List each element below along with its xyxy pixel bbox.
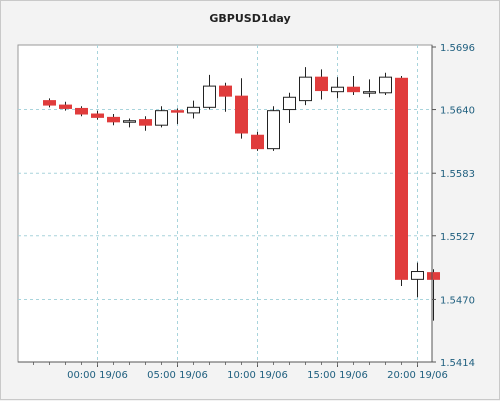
- candle-body: [299, 76, 312, 102]
- bearish-candle: [75, 106, 88, 117]
- y-tick-label: 1.5527: [440, 232, 475, 243]
- bullish-candle: [203, 74, 216, 110]
- candle-body: [139, 119, 152, 126]
- candle-body: [395, 77, 408, 280]
- candle-body: [187, 106, 200, 114]
- bearish-candle: [347, 76, 360, 96]
- candle-body: [203, 85, 216, 108]
- candle-body: [251, 134, 264, 150]
- x-tick-label: 05:00 19/06: [147, 370, 208, 381]
- candle-body: [363, 91, 376, 94]
- candles: [43, 67, 440, 321]
- candle-body: [331, 86, 344, 93]
- bullish-candle: [123, 118, 136, 128]
- bullish-candle: [331, 77, 344, 99]
- bearish-candle: [251, 131, 264, 151]
- bearish-candle: [107, 114, 120, 126]
- y-tick-label: 1.5640: [440, 106, 475, 117]
- x-tick-label: 15:00 19/06: [307, 370, 368, 381]
- bullish-candle: [155, 106, 168, 128]
- y-tick-labels: 1.5696 1.5640 1.5583 1.5527 1.5470 1.5414: [440, 43, 475, 369]
- bullish-candle: [267, 106, 280, 151]
- candle-body: [315, 76, 328, 92]
- x-tick-label: 00:00 19/06: [67, 370, 128, 381]
- bearish-candle: [59, 101, 72, 111]
- candle-body: [235, 95, 248, 134]
- bullish-candle: [363, 79, 376, 98]
- bullish-candle: [187, 100, 200, 119]
- candle-body: [411, 271, 424, 280]
- candle-body: [171, 110, 184, 113]
- bearish-candle: [315, 69, 328, 100]
- bearish-candle: [91, 110, 104, 120]
- y-tick-label: 1.5696: [440, 43, 475, 54]
- bullish-candle: [283, 92, 296, 123]
- candle-body: [91, 113, 104, 118]
- axes: [18, 45, 436, 367]
- candle-body: [75, 107, 88, 115]
- x-tick-label: 10:00 19/06: [227, 370, 288, 381]
- bullish-candle: [379, 72, 392, 96]
- y-tick-label: 1.5583: [440, 169, 475, 180]
- candle-body: [155, 110, 168, 126]
- bullish-candle: [299, 67, 312, 106]
- candle-body: [219, 85, 232, 97]
- candle-body: [107, 116, 120, 123]
- candle-body: [267, 110, 280, 150]
- y-tick-label: 1.5414: [440, 358, 475, 369]
- bullish-candle: [411, 262, 424, 298]
- bearish-candle: [139, 116, 152, 131]
- x-tick-label: 20:00 19/06: [387, 370, 448, 381]
- x-tick-labels: 00:00 19/06 05:00 19/06 10:00 19/06 15:00 1…: [67, 370, 448, 381]
- bearish-candle: [395, 76, 408, 287]
- bearish-candle: [235, 78, 248, 139]
- bearish-candle: [171, 108, 184, 125]
- candle-body: [283, 96, 296, 111]
- bearish-candle: [219, 82, 232, 112]
- candle-body: [43, 100, 56, 106]
- candle-body: [123, 120, 136, 123]
- y-tick-label: 1.5470: [440, 295, 475, 306]
- chart-title: GBPUSD1day: [209, 12, 290, 25]
- candle-body: [59, 104, 72, 109]
- candle-body: [347, 86, 360, 93]
- candle-body: [379, 76, 392, 94]
- bearish-candle: [43, 98, 56, 108]
- bearish-candle: [427, 269, 440, 321]
- candle-body: [427, 272, 440, 280]
